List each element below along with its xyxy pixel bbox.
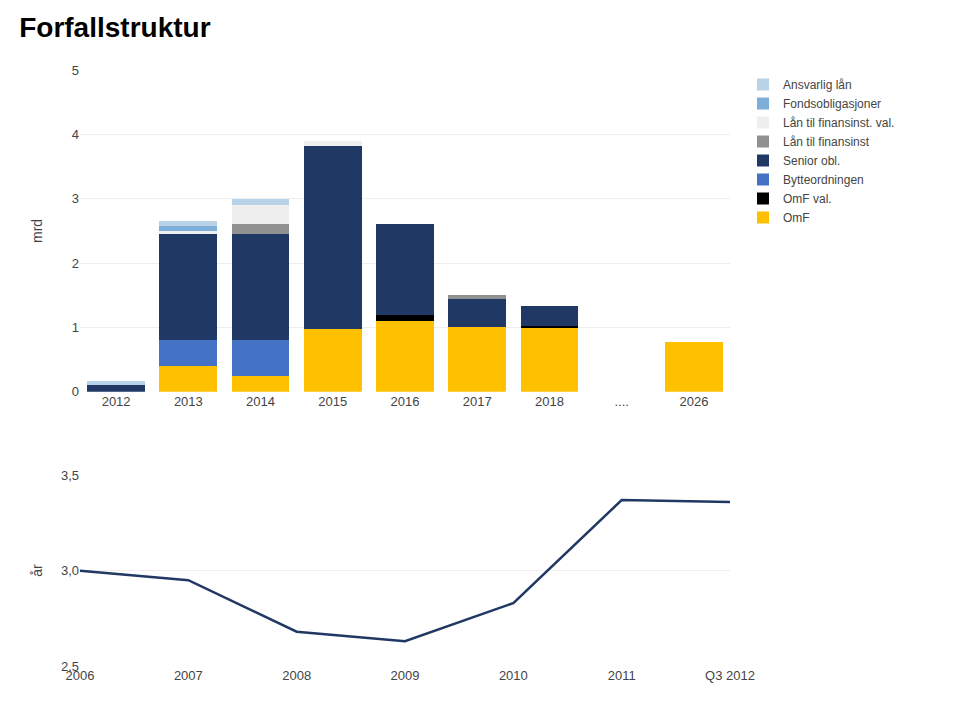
svg-text:Q3 2012: Q3 2012	[705, 668, 755, 683]
svg-text:mrd: mrd	[29, 219, 45, 243]
svg-text:2006: 2006	[66, 668, 95, 683]
svg-text:3,0: 3,0	[61, 563, 79, 578]
svg-text:2: 2	[72, 256, 79, 271]
svg-text:2026: 2026	[679, 394, 708, 409]
svg-text:4: 4	[72, 127, 79, 142]
svg-text:2017: 2017	[463, 394, 492, 409]
svg-text:....: ....	[614, 394, 628, 409]
svg-text:2011: 2011	[608, 668, 636, 683]
svg-text:2014: 2014	[246, 394, 275, 409]
svg-text:2007: 2007	[174, 668, 203, 683]
svg-text:1: 1	[72, 320, 79, 335]
svg-text:2016: 2016	[391, 394, 420, 409]
svg-text:Senior obl.: Senior obl.	[783, 154, 840, 168]
svg-text:Lån til finansinst. val.: Lån til finansinst. val.	[783, 116, 894, 130]
svg-text:5: 5	[72, 63, 79, 78]
svg-text:0: 0	[72, 384, 79, 399]
svg-text:Bytteordningen: Bytteordningen	[783, 173, 864, 187]
svg-text:Ansvarlig lån: Ansvarlig lån	[783, 78, 852, 92]
svg-text:3,5: 3,5	[61, 468, 79, 483]
svg-text:2015: 2015	[318, 394, 347, 409]
svg-text:OmF: OmF	[783, 211, 810, 225]
svg-text:2,5: 2,5	[61, 659, 79, 674]
svg-text:år: år	[29, 564, 45, 577]
svg-text:Forfallstruktur: Forfallstruktur	[19, 12, 210, 43]
svg-text:2018: 2018	[535, 394, 564, 409]
svg-text:2013: 2013	[174, 394, 203, 409]
svg-text:3: 3	[72, 191, 79, 206]
svg-text:OmF val.: OmF val.	[783, 192, 832, 206]
svg-text:2008: 2008	[282, 668, 311, 683]
svg-text:2010: 2010	[499, 668, 528, 683]
svg-text:Fondsobligasjoner: Fondsobligasjoner	[783, 97, 881, 111]
svg-text:Lån til finansinst: Lån til finansinst	[783, 135, 870, 149]
svg-text:2012: 2012	[102, 394, 131, 409]
svg-text:2009: 2009	[391, 668, 420, 683]
